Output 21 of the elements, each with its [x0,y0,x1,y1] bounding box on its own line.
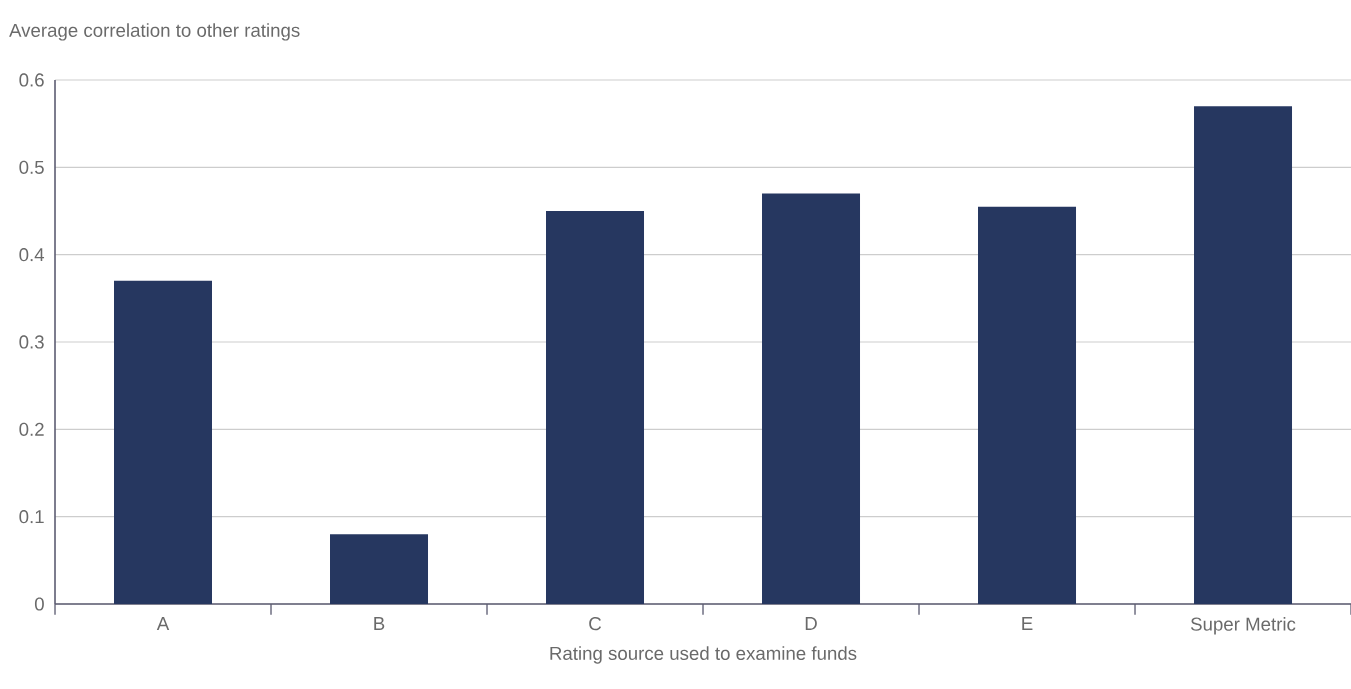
y-tick-label: 0.3 [19,335,44,349]
bar [762,193,861,604]
x-tick-label: D [805,617,817,630]
bar [978,206,1077,604]
y-tick-label: 0.2 [19,422,44,436]
y-tick-label: 0 [34,597,44,611]
y-tick-label: 0.6 [19,73,44,87]
x-tick-label: A [156,617,170,630]
x-tick-label: C [589,617,602,631]
y-tick-label: 0.4 [19,248,45,262]
bar [546,211,645,604]
x-axis-title: Rating source used to examine funds [550,646,857,664]
x-tick-label: E [1022,617,1033,630]
y-tick-label: 0.1 [19,510,44,524]
x-tick-label: B [374,617,385,630]
y-axis-title: Average correlation to other ratings [9,23,300,41]
y-tick-label: 0.5 [19,160,44,174]
bar [114,280,212,604]
bar [330,534,429,604]
x-tick-label: Super Metric [1190,617,1296,635]
bar [1194,106,1293,604]
